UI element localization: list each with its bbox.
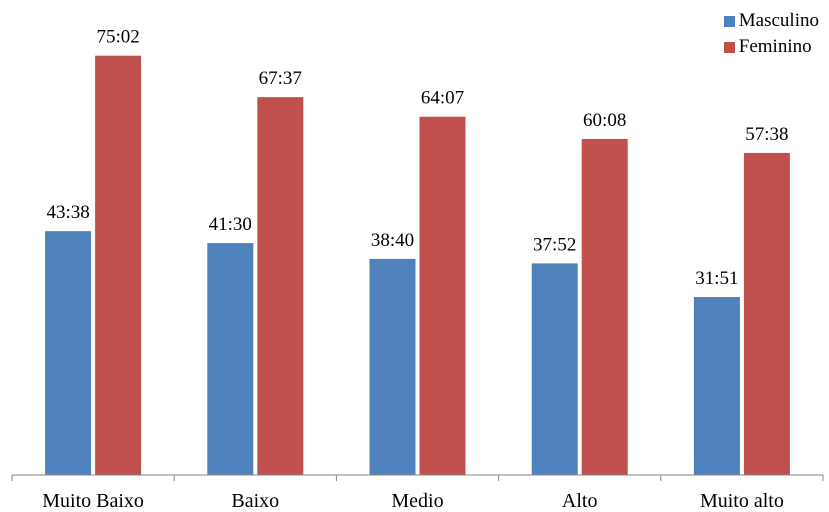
bar-feminino-muito-alto <box>743 152 790 476</box>
data-label-masculino-baixo: 41:30 <box>209 214 252 235</box>
bar-masculino-muito-alto <box>693 297 740 475</box>
bar-masculino-muito-baixo <box>45 231 92 475</box>
data-label-masculino-muito-baixo: 43:38 <box>46 202 89 223</box>
data-label-masculino-muito-alto: 31:51 <box>695 268 738 289</box>
x-tick-label-muito-alto: Muito alto <box>700 490 784 512</box>
data-label-feminino-muito-baixo: 75:02 <box>96 27 139 48</box>
bar-feminino-alto <box>581 138 628 475</box>
x-tick-label-medio: Medio <box>391 490 443 512</box>
legend-label-feminino: Feminino <box>738 36 812 57</box>
x-axis-tick-labels: Muito Baixo Baixo Medio Alto Muito alto <box>42 490 784 512</box>
value-labels-group: 43:38 75:02 41:30 67:37 38:40 64:07 37:52 60:08… <box>46 27 788 289</box>
legend-swatch-masculino <box>723 15 735 27</box>
bar-feminino-medio <box>419 116 466 475</box>
data-label-masculino-medio: 38:40 <box>371 230 414 251</box>
bar-masculino-baixo <box>207 243 254 475</box>
data-label-feminino-muito-alto: 57:38 <box>745 124 788 145</box>
legend-item-feminino: Feminino <box>723 34 819 60</box>
bars-group <box>45 55 790 476</box>
x-tick-label-muito-baixo: Muito Baixo <box>42 490 144 512</box>
data-label-feminino-alto: 60:08 <box>583 110 626 131</box>
data-label-feminino-baixo: 67:37 <box>259 68 302 89</box>
legend: Masculino Feminino <box>723 8 819 60</box>
bar-masculino-medio <box>369 258 416 475</box>
bar-feminino-baixo <box>257 97 304 476</box>
x-axis-ticks <box>11 475 824 481</box>
bar-masculino-alto <box>531 263 578 475</box>
data-label-masculino-alto: 37:52 <box>533 234 576 255</box>
bar-feminino-muito-baixo <box>95 55 142 476</box>
legend-label-masculino: Masculino <box>738 10 819 31</box>
data-label-feminino-medio: 64:07 <box>421 88 464 109</box>
legend-swatch-feminino <box>723 41 735 53</box>
x-tick-label-baixo: Baixo <box>231 490 279 512</box>
legend-item-masculino: Masculino <box>723 8 819 34</box>
x-tick-label-alto: Alto <box>562 490 598 512</box>
